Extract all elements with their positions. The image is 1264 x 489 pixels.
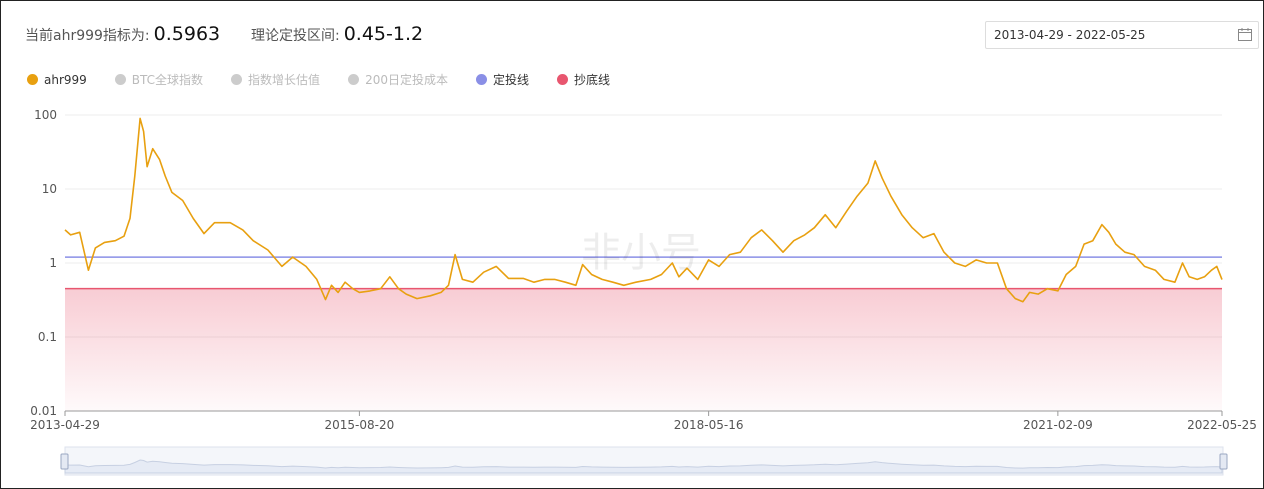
y-tick-label: 10 [42, 182, 57, 196]
watermark: 非小号 [581, 230, 701, 276]
navigator-overview-line [64, 459, 1223, 474]
current-indicator: 当前ahr999指标为: 0.5963 [25, 23, 220, 47]
indicator-value: 0.5963 [153, 23, 221, 45]
legend-label: 定投线 [492, 73, 529, 87]
date-range-picker[interactable]: 2013-04-29 - 2022-05-25 [985, 21, 1259, 49]
legend-item-0[interactable]: ahr999 [27, 71, 87, 88]
legend-marker [231, 74, 243, 85]
y-tick-label: 0.01 [30, 404, 57, 418]
legend-item-2[interactable]: 指数增长估值 [231, 71, 320, 88]
legend-marker [27, 74, 38, 85]
date-range-text: 2013-04-29 - 2022-05-25 [994, 28, 1146, 42]
y-tick-label: 100 [34, 108, 57, 122]
bottom-zone-area [65, 288, 1222, 411]
legend-item-3[interactable]: 200日定投成本 [348, 71, 448, 88]
navigator-right-handle[interactable] [1219, 453, 1228, 470]
y-tick-label: 0.1 [38, 330, 57, 344]
legend-label: 200日定投成本 [365, 73, 448, 87]
x-tick-label: 2018-05-16 [674, 418, 744, 432]
legend-marker [114, 74, 126, 85]
x-tick-label: 2015-08-20 [325, 418, 395, 432]
legend-label: BTC全球指数 [131, 73, 204, 87]
ahr999-series-line [64, 117, 1223, 303]
legend-marker [475, 74, 487, 85]
chart-legend: ahr999 BTC全球指数 指数增长估值 200日定投成本 定投线 抄底线 [27, 71, 638, 88]
x-tick-label: 2021-02-09 [1023, 418, 1093, 432]
legend-label: ahr999 [44, 72, 87, 87]
legend-marker [556, 74, 568, 85]
legend-item-1[interactable]: BTC全球指数 [114, 71, 204, 88]
legend-label: 指数增长估值 [248, 73, 321, 87]
range-label: 理论定投区间: [251, 28, 340, 44]
legend-item-5[interactable]: 抄底线 [556, 71, 610, 88]
range-value: 0.45-1.2 [343, 23, 424, 45]
legend-item-4[interactable]: 定投线 [475, 71, 529, 88]
y-tick-label: 1 [49, 256, 57, 270]
indicator-label: 当前ahr999指标为: [25, 28, 150, 44]
x-tick-label: 2022-05-25 [1187, 418, 1257, 432]
legend-marker [348, 74, 360, 85]
navigator-left-handle[interactable] [60, 453, 69, 470]
calendar-icon[interactable] [1238, 28, 1252, 41]
dca-range: 理论定投区间: 0.45-1.2 [251, 23, 423, 47]
x-tick-label: 2013-04-29 [30, 418, 100, 432]
legend-label: 抄底线 [573, 73, 610, 87]
